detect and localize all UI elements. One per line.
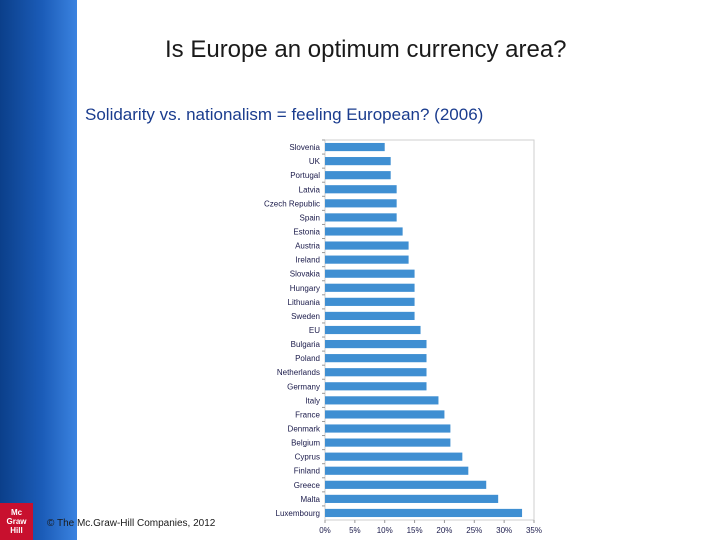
bar (325, 283, 415, 292)
category-label: Finland (294, 467, 320, 476)
bar (325, 311, 415, 321)
publisher-logo: Mc Graw Hill (0, 503, 33, 540)
bar (325, 325, 421, 335)
logo-line-3: Hill (10, 526, 23, 535)
sidebar-stripe (0, 0, 77, 540)
bar (325, 424, 451, 433)
chart-container: Slovenia UK Portugal Latvia Czech Republic Sp… (252, 137, 542, 540)
bar (325, 438, 451, 447)
x-tick-label: 15% (407, 526, 423, 535)
slide-title: Is Europe an optimum currency area? (165, 36, 567, 63)
category-label: Austria (295, 242, 320, 251)
category-label: Ireland (296, 256, 320, 265)
category-label: Netherlands (277, 368, 320, 377)
category-label: Cyprus (295, 453, 320, 462)
category-label: Poland (295, 354, 320, 363)
x-tick-label: 30% (496, 526, 512, 535)
bar (325, 508, 523, 518)
category-label: Portugal (290, 171, 320, 180)
category-label: Sweden (291, 312, 320, 321)
x-tick-label: 35% (526, 526, 542, 535)
category-label: Hungary (290, 284, 320, 293)
bar (325, 241, 409, 250)
category-label: Greece (294, 481, 321, 490)
copyright-note: © The Mc.Graw-Hill Companies, 2012 (47, 518, 216, 529)
category-label: Slovakia (290, 270, 321, 279)
x-tick-label: 25% (466, 526, 482, 535)
bar (325, 494, 499, 503)
logo-line-1: Mc (10, 508, 23, 517)
category-label: Spain (300, 213, 320, 222)
bar (325, 199, 397, 208)
category-label: Germany (287, 382, 320, 391)
category-label: Bulgaria (291, 340, 321, 349)
category-label: Latvia (299, 185, 321, 194)
bar (325, 255, 409, 264)
category-label: Malta (300, 495, 320, 504)
x-tick-label: 20% (436, 526, 452, 535)
x-tick-label: 0% (319, 526, 331, 535)
category-label: Belgium (291, 439, 320, 448)
bar (325, 157, 391, 166)
bar (325, 368, 427, 377)
bar (325, 410, 445, 419)
bar (325, 227, 403, 236)
bar-chart: Slovenia UK Portugal Latvia Czech Republic Sp… (264, 139, 542, 535)
bar (325, 396, 439, 405)
category-label: Czech Republic (264, 199, 320, 208)
category-label: Luxembourg (276, 509, 320, 518)
bar (325, 339, 427, 349)
category-label: UK (309, 157, 321, 166)
category-label: France (295, 410, 320, 419)
bar (325, 185, 397, 194)
category-label: EU (309, 326, 320, 335)
bar (325, 213, 397, 222)
bar (325, 142, 385, 152)
category-label: Slovenia (289, 143, 320, 152)
x-tick-label: 5% (349, 526, 361, 535)
x-tick-label: 10% (377, 526, 393, 535)
category-label: Italy (305, 396, 320, 405)
bar (325, 297, 415, 306)
category-label: Denmark (288, 425, 321, 434)
bar (325, 466, 469, 475)
bar (325, 354, 427, 363)
bar (325, 452, 463, 461)
bar (325, 171, 391, 180)
bar (325, 269, 415, 278)
slide-subtitle: Solidarity vs. nationalism = feeling Eur… (85, 105, 484, 124)
category-label: Estonia (293, 227, 320, 236)
bar (325, 382, 427, 391)
category-label: Lithuania (288, 298, 321, 307)
logo-line-2: Graw (6, 517, 27, 526)
bar (325, 480, 487, 489)
